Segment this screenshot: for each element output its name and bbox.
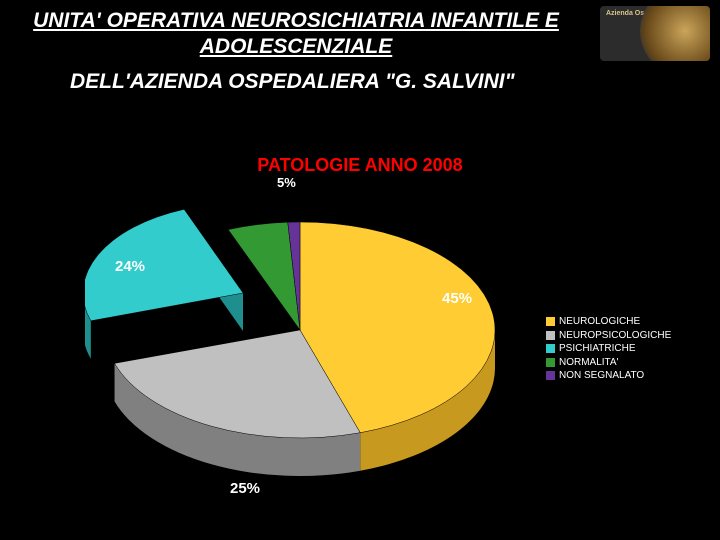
legend-label: NEUROLOGICHE xyxy=(559,315,640,329)
legend-swatch xyxy=(545,370,556,381)
legend-item: NEUROPSICOLOGICHE xyxy=(545,329,671,343)
chart-title: PATOLOGIE ANNO 2008 xyxy=(0,155,720,176)
slice-label-24: 24% xyxy=(115,258,145,275)
legend-label: PSICHIATRICHE xyxy=(559,342,636,356)
legend-label: NON SEGNALATO xyxy=(559,369,644,383)
chart-legend: NEUROLOGICHENEUROPSICOLOGICHEPSICHIATRIC… xyxy=(545,315,671,383)
legend-item: PSICHIATRICHE xyxy=(545,342,671,356)
legend-item: NON SEGNALATO xyxy=(545,369,671,383)
hospital-logo: Azienda Ospedaliera xyxy=(600,6,710,61)
logo-text: Azienda Ospedaliera xyxy=(606,10,675,18)
pie-chart xyxy=(85,175,515,505)
page-subtitle: DELL'AZIENDA OSPEDALIERA "G. SALVINI" xyxy=(70,70,515,94)
legend-swatch xyxy=(545,357,556,368)
legend-label: NORMALITA' xyxy=(559,356,619,370)
legend-swatch xyxy=(545,330,556,341)
legend-swatch xyxy=(545,316,556,327)
slice-label-25: 25% xyxy=(230,480,260,497)
legend-item: NORMALITA' xyxy=(545,356,671,370)
legend-swatch xyxy=(545,343,556,354)
slice-label-45: 45% xyxy=(442,290,472,307)
page-title: UNITA' OPERATIVA NEUROSICHIATRIA INFANTI… xyxy=(16,8,576,61)
slice-label-5: 5% xyxy=(277,175,296,190)
legend-label: NEUROPSICOLOGICHE xyxy=(559,329,671,343)
legend-item: NEUROLOGICHE xyxy=(545,315,671,329)
